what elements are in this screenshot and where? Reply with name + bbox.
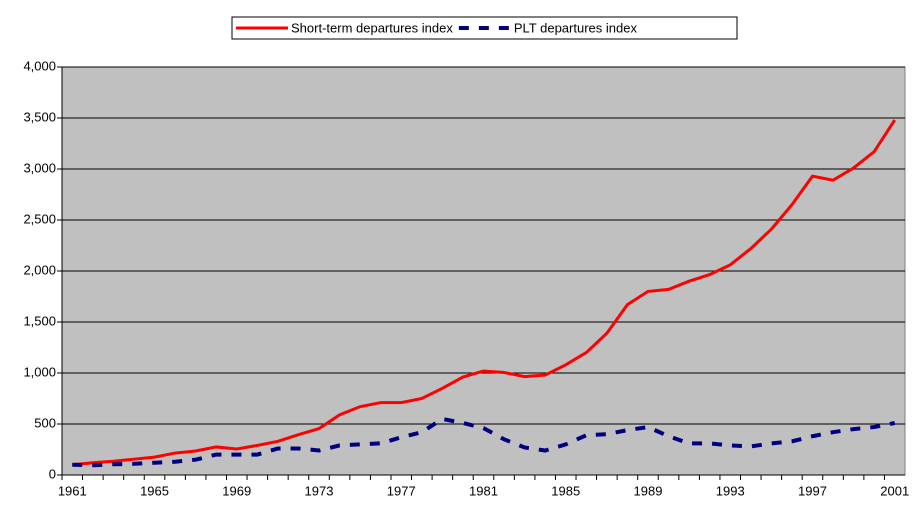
x-tick-label: 1965 [140, 483, 169, 498]
x-tick-label: 1989 [634, 483, 663, 498]
legend-label: Short-term departures index [291, 20, 453, 35]
x-tick-label: 1973 [305, 483, 334, 498]
y-tick-label: 2,000 [23, 262, 56, 277]
x-tick-label: 1993 [716, 483, 745, 498]
y-tick-label: 3,000 [23, 160, 56, 175]
y-tick-label: 3,500 [23, 109, 56, 124]
legend-label: PLT departures index [514, 20, 638, 35]
y-tick-label: 1,000 [23, 364, 56, 379]
x-tick-label: 1981 [469, 483, 498, 498]
x-tick-label: 1977 [387, 483, 416, 498]
x-tick-label: 1997 [798, 483, 827, 498]
x-tick-label: 1969 [222, 483, 251, 498]
y-tick-label: 2,500 [23, 211, 56, 226]
series-line [72, 416, 896, 468]
series-line [72, 119, 896, 467]
x-tick-label: 1961 [58, 483, 87, 498]
y-tick-label: 1,500 [23, 313, 56, 328]
y-tick-label: 500 [34, 415, 56, 430]
x-tick-label: 1985 [551, 483, 580, 498]
y-tick-label: 0 [49, 466, 56, 481]
x-tick-label: 2001 [880, 483, 909, 498]
y-tick-label: 4,000 [23, 58, 56, 73]
